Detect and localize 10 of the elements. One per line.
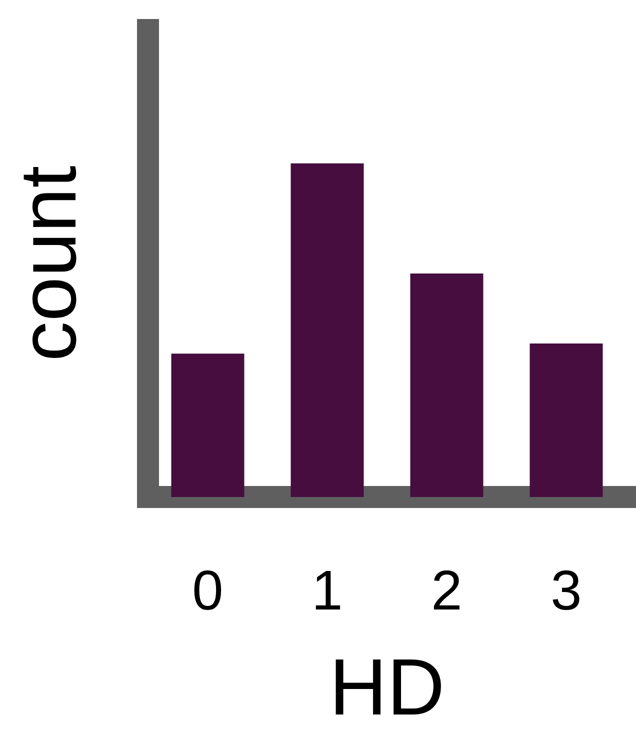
x-tick-label: 0	[192, 558, 224, 622]
bar	[410, 274, 484, 497]
x-tick-label: 3	[550, 558, 582, 622]
x-axis-title: HD	[329, 642, 445, 732]
x-tick-label: 2	[431, 558, 462, 622]
x-tick-label: 1	[312, 558, 343, 622]
bar	[530, 344, 603, 497]
y-axis-title: count	[4, 166, 92, 362]
bar	[290, 163, 364, 497]
bar	[171, 354, 244, 497]
